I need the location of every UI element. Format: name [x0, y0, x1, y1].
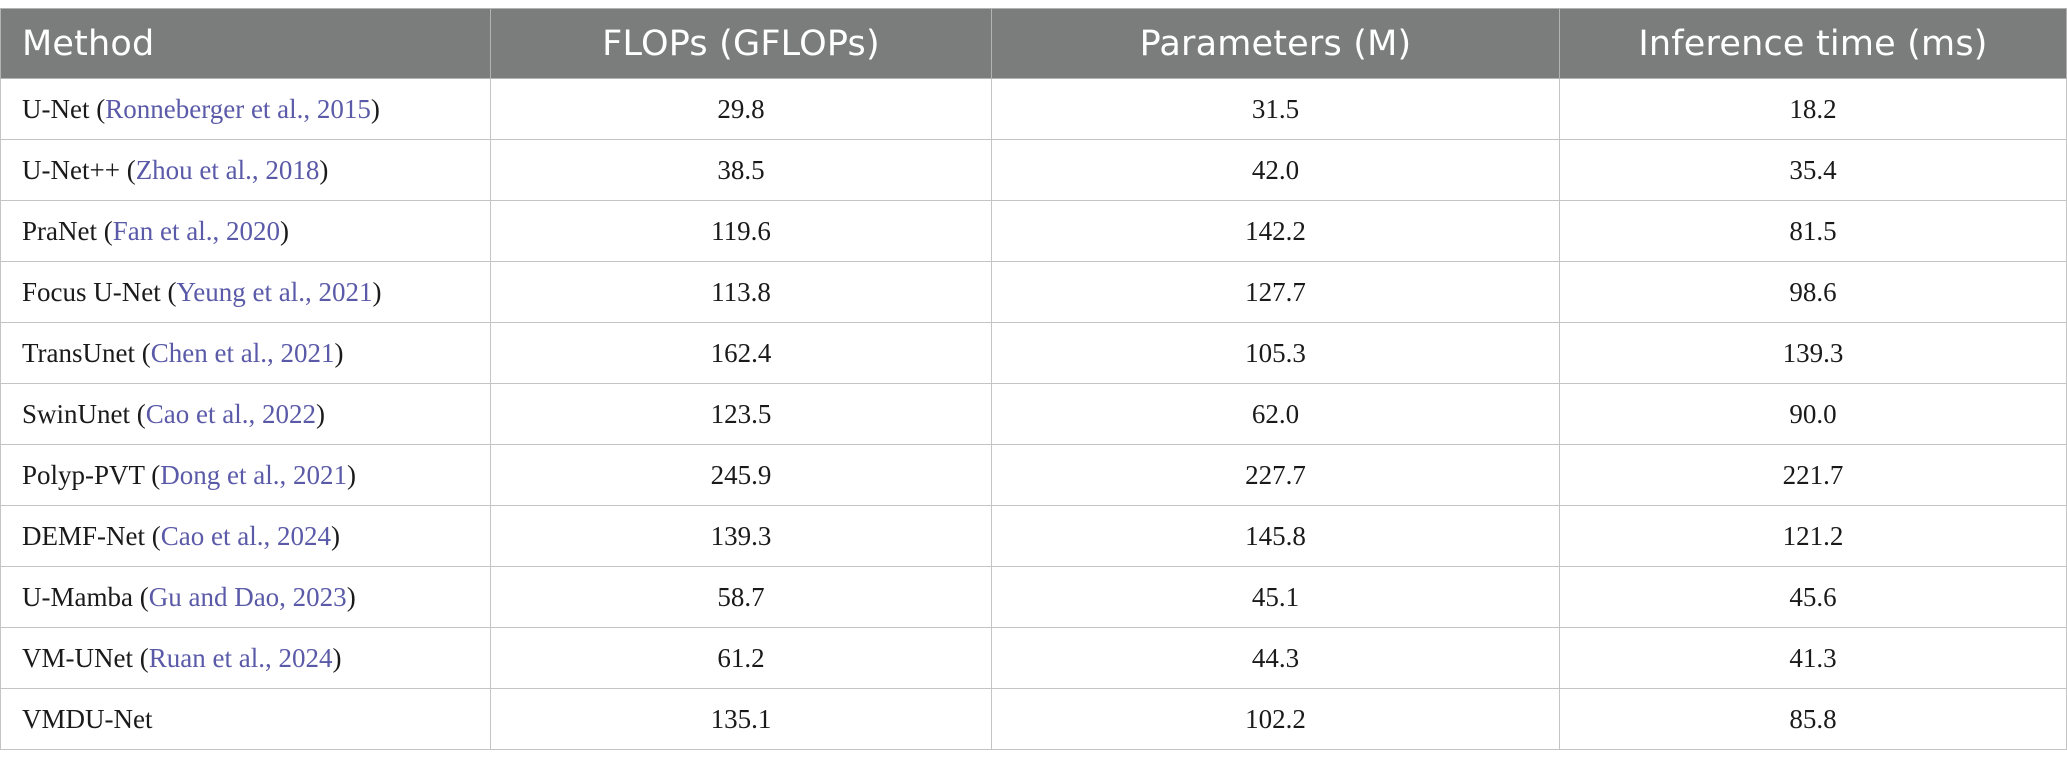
method-name: U-Mamba	[22, 581, 133, 612]
table-row: Focus U-Net (Yeung et al., 2021) 113.8 127…	[0, 261, 2067, 323]
flops-cell: 58.7	[490, 566, 992, 628]
parameters-cell: 62.0	[991, 383, 1560, 445]
method-cell: U-Mamba (Gu and Dao, 2023)	[0, 566, 491, 628]
parameters-cell: 127.7	[991, 261, 1560, 323]
inference-time-cell: 45.6	[1559, 566, 2067, 628]
table-row: VMDU-Net 135.1 102.2 85.8	[0, 688, 2067, 750]
inference-time-cell: 85.8	[1559, 688, 2067, 750]
table-row: U-Net (Ronneberger et al., 2015) 29.8 31.5…	[0, 78, 2067, 140]
table-row: U-Mamba (Gu and Dao, 2023) 58.7 45.1 45.6	[0, 566, 2067, 628]
parameters-cell: 44.3	[991, 627, 1560, 689]
citation-link[interactable]: Cao et al., 2024	[160, 520, 331, 551]
method-name: VM-UNet	[22, 642, 133, 673]
citation-link[interactable]: Cao et al., 2022	[145, 398, 316, 429]
flops-cell: 119.6	[490, 200, 992, 262]
method-cell: VM-UNet (Ruan et al., 2024)	[0, 627, 491, 689]
method-name: VMDU-Net	[22, 703, 153, 734]
method-name: PraNet	[22, 215, 97, 246]
flops-cell: 162.4	[490, 322, 992, 384]
method-name: TransUnet	[22, 337, 136, 368]
flops-cell: 135.1	[490, 688, 992, 750]
comparison-table-container: Method FLOPs (GFLOPs) Parameters (M) Inf…	[0, 8, 2067, 750]
flops-cell: 123.5	[490, 383, 992, 445]
method-cell: U-Net (Ronneberger et al., 2015)	[0, 78, 491, 140]
parameters-cell: 142.2	[991, 200, 1560, 262]
inference-time-cell: 41.3	[1559, 627, 2067, 689]
inference-time-cell: 35.4	[1559, 139, 2067, 201]
method-cell: DEMF-Net (Cao et al., 2024)	[0, 505, 491, 567]
header-inference-time: Inference time (ms)	[1559, 8, 2067, 79]
parameters-cell: 42.0	[991, 139, 1560, 201]
method-name: Focus U-Net	[22, 276, 161, 307]
table-row: PraNet (Fan et al., 2020) 119.6 142.2 81.5	[0, 200, 2067, 262]
table-row: SwinUnet (Cao et al., 2022) 123.5 62.0 90.0	[0, 383, 2067, 445]
citation-link[interactable]: Dong et al., 2021	[160, 459, 348, 490]
flops-cell: 245.9	[490, 444, 992, 506]
parameters-cell: 45.1	[991, 566, 1560, 628]
inference-time-cell: 90.0	[1559, 383, 2067, 445]
inference-time-cell: 121.2	[1559, 505, 2067, 567]
citation-link[interactable]: Ronneberger et al., 2015	[105, 93, 371, 124]
table-row: DEMF-Net (Cao et al., 2024) 139.3 145.8 121…	[0, 505, 2067, 567]
table-body: U-Net (Ronneberger et al., 2015) 29.8 31.5…	[0, 78, 2067, 750]
citation-link[interactable]: Zhou et al., 2018	[135, 154, 320, 185]
inference-time-cell: 221.7	[1559, 444, 2067, 506]
method-cell: PraNet (Fan et al., 2020)	[0, 200, 491, 262]
header-method: Method	[0, 8, 491, 79]
flops-cell: 61.2	[490, 627, 992, 689]
method-name: SwinUnet	[22, 398, 130, 429]
model-complexity-table: Method FLOPs (GFLOPs) Parameters (M) Inf…	[0, 8, 2067, 750]
table-row: VM-UNet (Ruan et al., 2024) 61.2 44.3 41.3	[0, 627, 2067, 689]
flops-cell: 29.8	[490, 78, 992, 140]
method-name: Polyp-PVT	[22, 459, 145, 490]
inference-time-cell: 81.5	[1559, 200, 2067, 262]
inference-time-cell: 18.2	[1559, 78, 2067, 140]
method-name: DEMF-Net	[22, 520, 145, 551]
citation-link[interactable]: Yeung et al., 2021	[176, 276, 373, 307]
method-cell: SwinUnet (Cao et al., 2022)	[0, 383, 491, 445]
method-cell: Polyp-PVT (Dong et al., 2021)	[0, 444, 491, 506]
citation-link[interactable]: Fan et al., 2020	[112, 215, 280, 246]
parameters-cell: 145.8	[991, 505, 1560, 567]
table-header: Method FLOPs (GFLOPs) Parameters (M) Inf…	[0, 8, 2067, 79]
header-parameters: Parameters (M)	[991, 8, 1560, 79]
citation-link[interactable]: Chen et al., 2021	[150, 337, 335, 368]
header-row: Method FLOPs (GFLOPs) Parameters (M) Inf…	[0, 8, 2067, 79]
inference-time-cell: 98.6	[1559, 261, 2067, 323]
method-cell: U-Net++ (Zhou et al., 2018)	[0, 139, 491, 201]
method-cell: TransUnet (Chen et al., 2021)	[0, 322, 491, 384]
parameters-cell: 31.5	[991, 78, 1560, 140]
citation-link[interactable]: Gu and Dao, 2023	[148, 581, 347, 612]
header-flops: FLOPs (GFLOPs)	[490, 8, 992, 79]
table-row: TransUnet (Chen et al., 2021) 162.4 105.3 1…	[0, 322, 2067, 384]
citation-link[interactable]: Ruan et al., 2024	[148, 642, 333, 673]
parameters-cell: 105.3	[991, 322, 1560, 384]
flops-cell: 38.5	[490, 139, 992, 201]
method-cell: VMDU-Net	[0, 688, 491, 750]
parameters-cell: 227.7	[991, 444, 1560, 506]
flops-cell: 139.3	[490, 505, 992, 567]
table-row: U-Net++ (Zhou et al., 2018) 38.5 42.0 35.4	[0, 139, 2067, 201]
method-name: U-Net++	[22, 154, 120, 185]
parameters-cell: 102.2	[991, 688, 1560, 750]
inference-time-cell: 139.3	[1559, 322, 2067, 384]
method-cell: Focus U-Net (Yeung et al., 2021)	[0, 261, 491, 323]
flops-cell: 113.8	[490, 261, 992, 323]
method-name: U-Net	[22, 93, 90, 124]
table-row: Polyp-PVT (Dong et al., 2021) 245.9 227.7 2…	[0, 444, 2067, 506]
